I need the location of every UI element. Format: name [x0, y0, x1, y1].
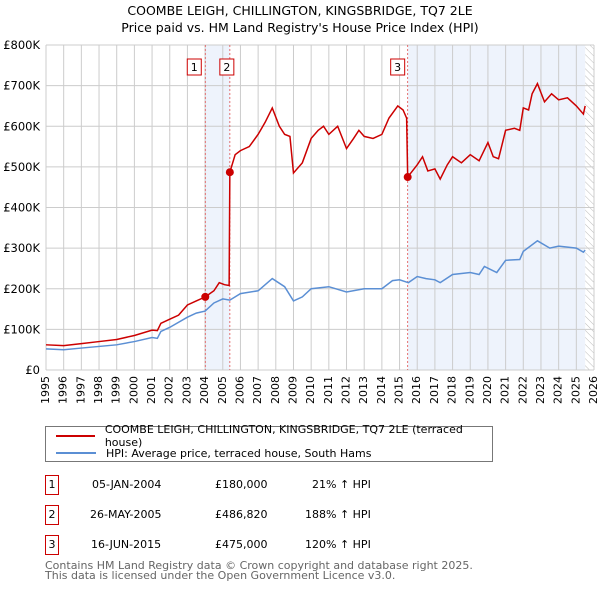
- sale-label: 3: [394, 61, 401, 74]
- x-tick-label: 2012: [340, 376, 353, 404]
- x-tick-label: 2013: [357, 376, 370, 404]
- x-tick-label: 2026: [587, 376, 600, 404]
- x-tick-label: 2008: [269, 376, 282, 404]
- x-tick-label: 2011: [322, 376, 335, 404]
- y-tick-label: £0: [25, 363, 40, 377]
- transaction-number: 1: [45, 475, 59, 495]
- legend-label-property: COOMBE LEIGH, CHILLINGTON, KINGSBRIDGE, …: [104, 423, 463, 449]
- legend: COOMBE LEIGH, CHILLINGTON, KINGSBRIDGE, …: [45, 423, 493, 462]
- x-tick-label: 2009: [286, 376, 299, 404]
- x-tick-label: 2002: [163, 376, 176, 404]
- transaction-hpi: 120% ↑ HPI: [305, 538, 371, 551]
- x-tick-label: 2020: [481, 376, 494, 404]
- x-tick-label: 1998: [92, 376, 105, 404]
- transaction-number: 3: [45, 535, 59, 555]
- x-tick-label: 2010: [304, 376, 317, 404]
- transaction-row: 2 26-MAY-2005 £486,820 188% ↑ HPI: [45, 505, 445, 525]
- y-tick-label: £800K: [3, 38, 40, 52]
- x-tick-label: 2024: [552, 376, 565, 404]
- sale-label-box: [390, 58, 406, 76]
- legend-item-hpi: HPI: Average price, terraced house, Sout…: [56, 445, 371, 461]
- x-tick-label: 2007: [251, 376, 264, 404]
- y-tick-label: £700K: [3, 79, 40, 93]
- x-tick-label: 1995: [39, 376, 52, 404]
- sale-label: 2: [223, 61, 230, 74]
- x-tick-label: 2018: [446, 376, 459, 404]
- x-tick-label: 2023: [534, 376, 547, 404]
- footer-line-2: This data is licensed under the Open Gov…: [45, 569, 396, 582]
- transaction-row: 1 05-JAN-2004 £180,000 21% ↑ HPI: [45, 475, 445, 495]
- transaction-row: 3 16-JUN-2015 £475,000 120% ↑ HPI: [45, 535, 445, 555]
- series-line: [45, 239, 586, 351]
- x-tick-label: 1999: [110, 376, 123, 404]
- transaction-hpi: 21% ↑ HPI: [312, 478, 371, 491]
- x-tick-label: 2017: [428, 376, 441, 404]
- transaction-price: £486,820: [215, 508, 268, 521]
- transaction-date: 16-JUN-2015: [91, 538, 162, 551]
- x-tick-label: 2001: [145, 376, 158, 404]
- footer: Contains HM Land Registry data © Crown c…: [45, 559, 473, 582]
- transaction-date: 05-JAN-2004: [92, 478, 162, 491]
- legend-item-property: COOMBE LEIGH, CHILLINGTON, KINGSBRIDGE, …: [56, 423, 492, 449]
- x-tick-label: 2003: [180, 376, 193, 404]
- x-tick-label: 2000: [127, 376, 140, 404]
- y-tick-label: £100K: [3, 322, 40, 336]
- x-tick-label: 1996: [57, 376, 70, 404]
- x-tick-label: 2016: [410, 376, 423, 404]
- x-tick-label: 2022: [516, 376, 529, 404]
- x-tick-label: 2021: [499, 376, 512, 404]
- chart-title: COOMBE LEIGH, CHILLINGTON, KINGSBRIDGE, …: [127, 3, 473, 18]
- x-tick-label: 2014: [375, 376, 388, 404]
- transaction-price: £475,000: [215, 538, 268, 551]
- x-tick-label: 2006: [233, 376, 246, 404]
- footer-line-1: Contains HM Land Registry data © Crown c…: [45, 559, 473, 572]
- y-tick-label: £500K: [3, 160, 40, 174]
- x-tick-label: 2004: [198, 376, 211, 404]
- transaction-number: 2: [45, 505, 59, 525]
- sale-point: [201, 292, 210, 301]
- y-tick-label: £200K: [3, 282, 40, 296]
- transaction-hpi: 188% ↑ HPI: [305, 508, 371, 521]
- sale-label: 1: [191, 61, 198, 74]
- x-tick-label: 2005: [216, 376, 229, 404]
- x-tick-label: 2015: [393, 376, 406, 404]
- y-tick-label: £400K: [3, 201, 40, 215]
- y-tick-label: £300K: [3, 241, 40, 255]
- sale-label-box: [219, 58, 235, 76]
- legend-swatch-property: [56, 435, 95, 437]
- series-line: [45, 81, 586, 347]
- transaction-date: 26-MAY-2005: [90, 508, 162, 521]
- x-tick-label: 1997: [74, 376, 87, 404]
- sale-point: [225, 168, 234, 177]
- legend-label-hpi: HPI: Average price, terraced house, Sout…: [106, 446, 372, 460]
- chart-subtitle: Price paid vs. HM Land Registry's House …: [121, 20, 479, 35]
- transaction-price: £180,000: [215, 478, 268, 491]
- x-tick-label: 2025: [569, 376, 582, 404]
- x-tick-label: 2019: [463, 376, 476, 404]
- sale-point: [403, 173, 412, 182]
- sale-label-box: [186, 58, 202, 76]
- price-chart: 1995 1996 1997 1998 1999 2000 2001 2002 2003 2004…: [3, 38, 600, 404]
- y-tick-label: £600K: [3, 119, 40, 133]
- legend-swatch-hpi: [56, 452, 96, 454]
